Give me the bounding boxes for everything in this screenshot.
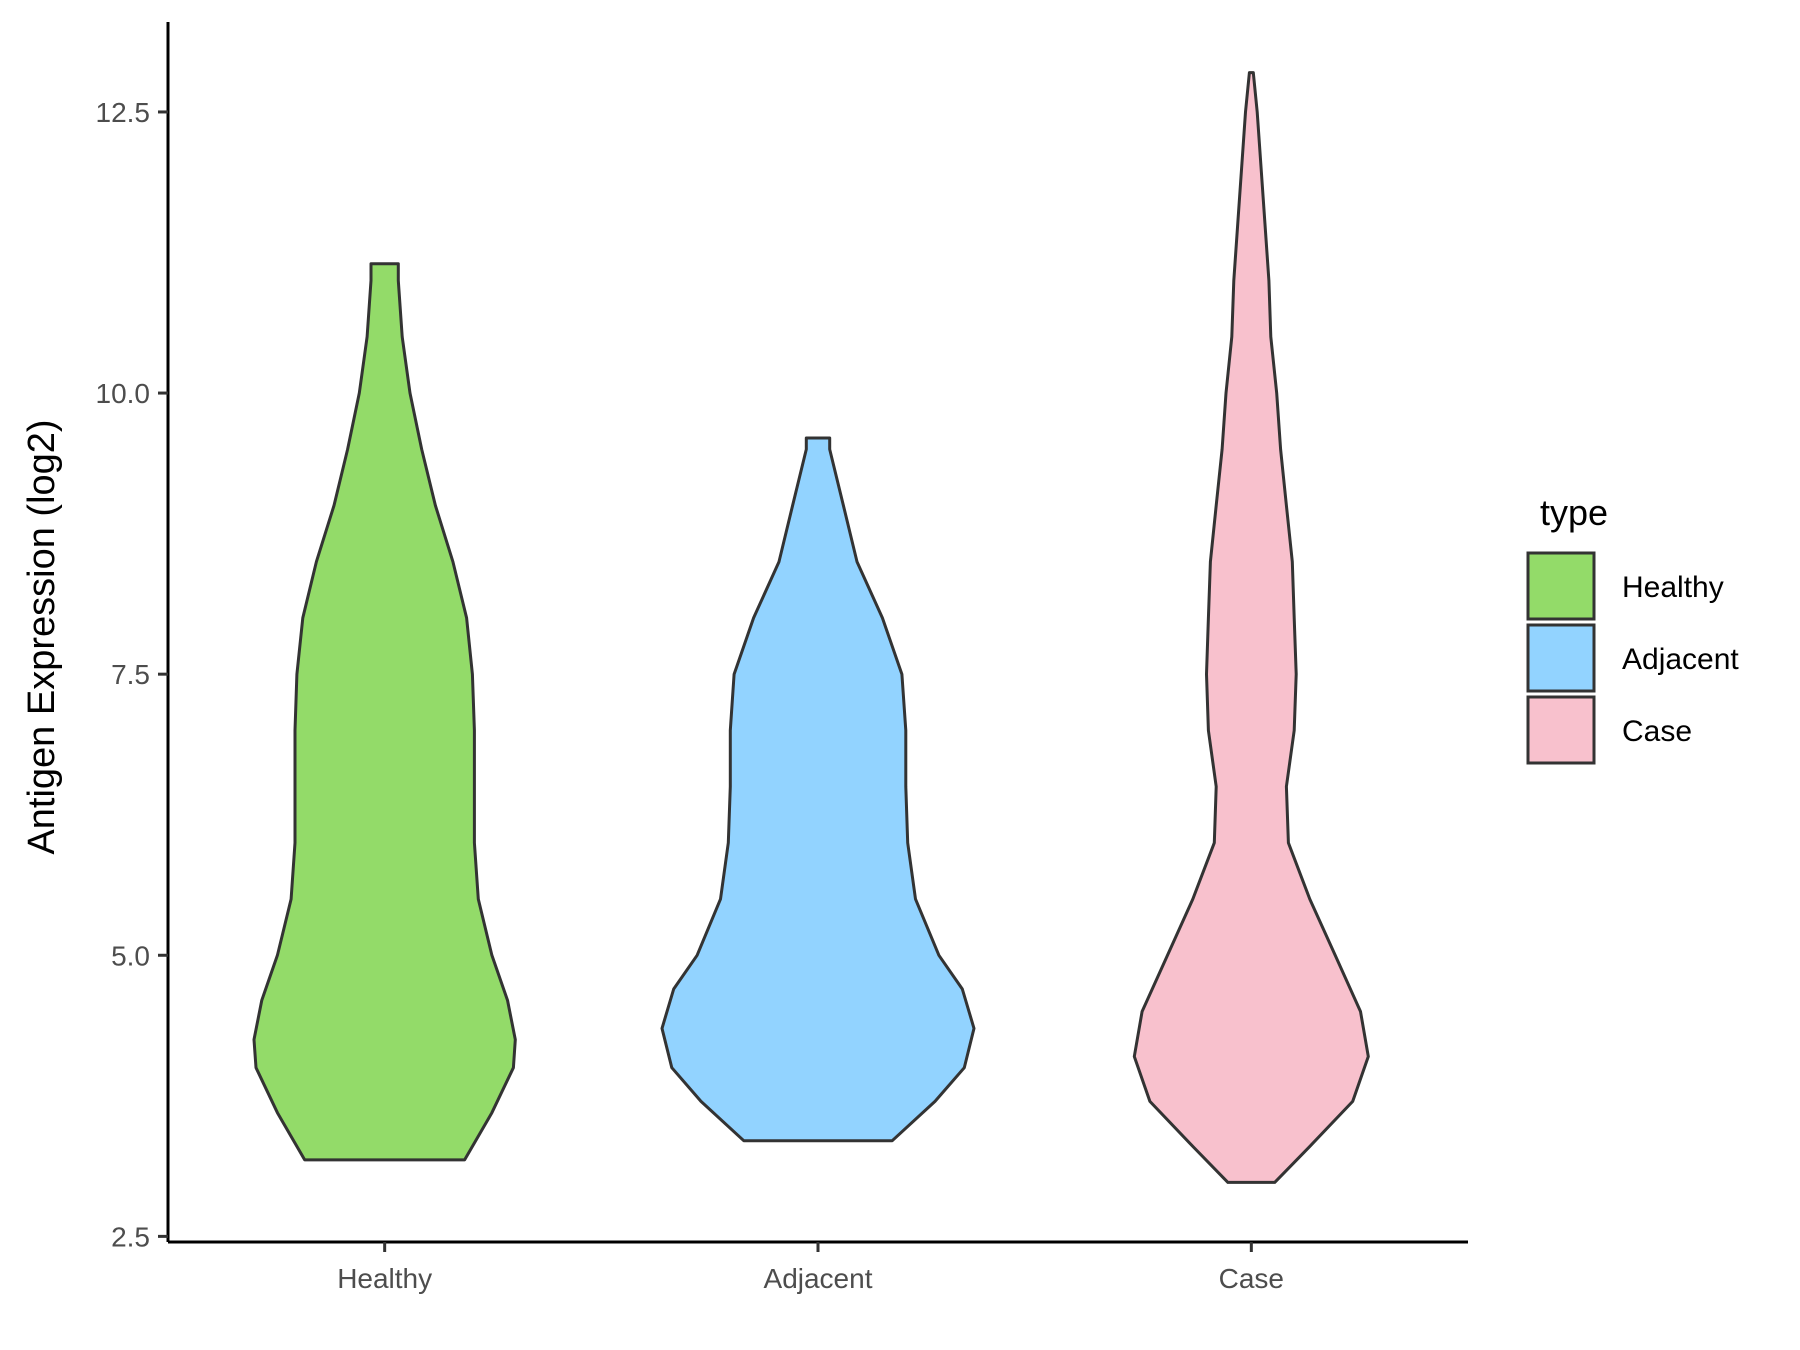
y-tick-label: 7.5	[111, 659, 150, 690]
violin-healthy	[252, 262, 517, 1162]
legend-key-adjacent	[1526, 623, 1596, 693]
x-tick-label: Adjacent	[764, 1263, 873, 1294]
legend-label-healthy: Healthy	[1622, 571, 1724, 604]
x-tick-label: Healthy	[337, 1263, 432, 1294]
y-ticks: 2.5 5.0 7.5 10.0 12.5	[96, 97, 168, 1252]
legend-label-adjacent: Adjacent	[1622, 643, 1739, 676]
violin-adjacent	[660, 436, 976, 1143]
violin-case	[1132, 71, 1370, 1184]
x-tick-label: Case	[1219, 1263, 1284, 1294]
y-tick-label: 5.0	[111, 940, 150, 971]
y-axis-title: Antigen Expression (log2)	[21, 419, 63, 854]
y-tick-label: 2.5	[111, 1221, 150, 1252]
y-tick-label: 10.0	[96, 378, 151, 409]
legend: type Healthy Adjacent Case	[1526, 492, 1739, 765]
legend-label-case: Case	[1622, 715, 1692, 748]
x-ticks: Healthy Adjacent Case	[337, 1242, 1284, 1294]
violins-group	[252, 71, 1370, 1184]
legend-title: type	[1540, 492, 1608, 533]
legend-key-case	[1526, 695, 1596, 765]
y-tick-label: 12.5	[96, 97, 151, 128]
legend-key-healthy	[1526, 551, 1596, 621]
